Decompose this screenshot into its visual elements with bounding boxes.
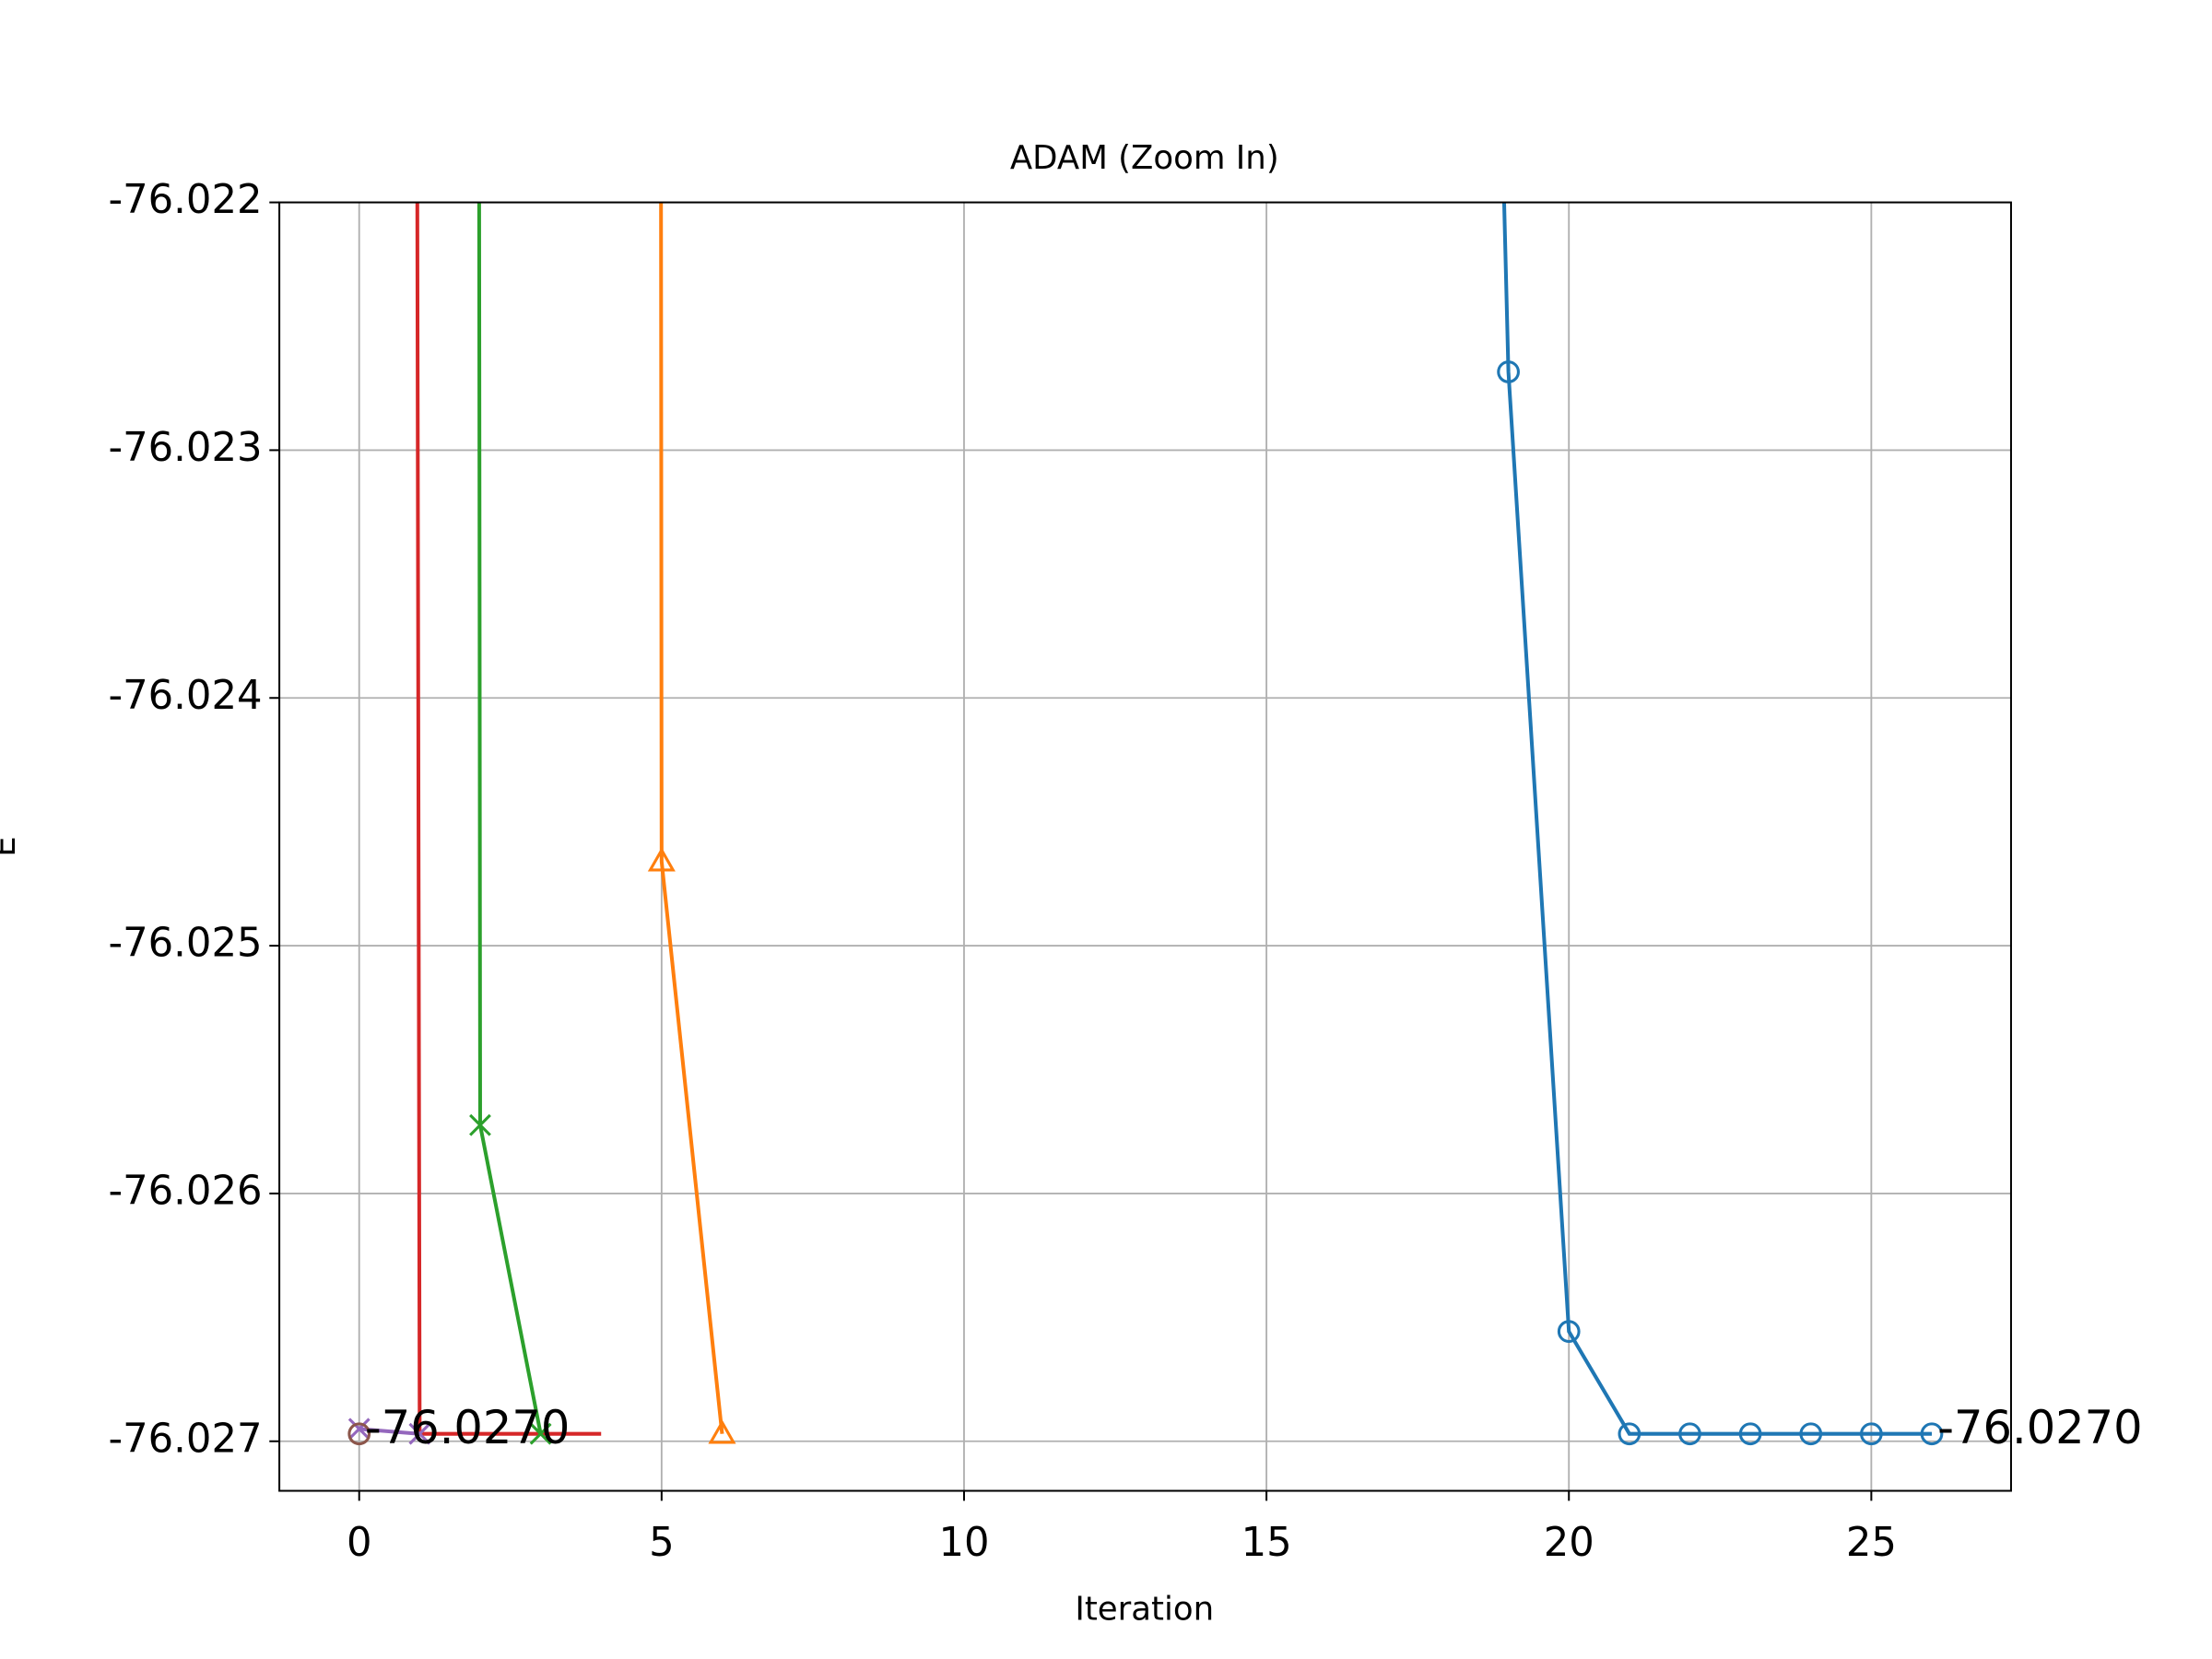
- marker: [1618, 1422, 1641, 1446]
- x-tick-label: 25: [1846, 1520, 1897, 1566]
- grid: [279, 201, 2011, 1491]
- series-line: [659, 202, 724, 1434]
- y-tick-label: -76.023: [108, 425, 262, 471]
- annotation: -76.0270: [365, 1401, 570, 1454]
- x-tick-label: 10: [938, 1520, 989, 1566]
- marker: [347, 1422, 371, 1446]
- series-line: [415, 202, 602, 1436]
- marker: [408, 1422, 431, 1445]
- series-line: [477, 202, 543, 1435]
- annotation: -76.0270: [1937, 1401, 2142, 1454]
- overlay: -76.022 -76.023 -76.024 -76.025 -76.026 -76.0…: [108, 177, 2142, 1566]
- marker: [1678, 1422, 1701, 1446]
- marker: [469, 1113, 491, 1136]
- marker: [1859, 1422, 1883, 1446]
- y-tick-label: -76.022: [108, 177, 262, 223]
- y-axis-label: E: [0, 836, 23, 856]
- marker: [708, 1419, 736, 1444]
- x-tick-label: 5: [649, 1520, 675, 1566]
- x-axis-label: Iteration: [1075, 1590, 1214, 1628]
- y-tick-label: -76.026: [108, 1168, 262, 1214]
- x-tick-label: 20: [1544, 1520, 1594, 1566]
- y-tick-label: -76.027: [108, 1416, 262, 1462]
- chart-title: ADAM (Zoom In): [1010, 139, 1279, 177]
- marker: [347, 1418, 371, 1441]
- marker: [1738, 1422, 1762, 1446]
- x-tick-label: 0: [347, 1520, 372, 1566]
- x-tick-label: 15: [1241, 1520, 1292, 1566]
- marker: [1497, 360, 1520, 383]
- marker: [1557, 1320, 1581, 1344]
- plot-area: [359, 202, 1932, 1436]
- y-tick-label: -76.025: [108, 921, 262, 967]
- marker: [647, 847, 676, 872]
- marker: [1920, 1422, 1944, 1446]
- marker: [529, 1422, 552, 1445]
- marker: [1799, 1422, 1823, 1446]
- y-tick-label: -76.024: [108, 673, 262, 719]
- axes-frame: [278, 201, 2012, 1492]
- series-line: [1501, 202, 1932, 1436]
